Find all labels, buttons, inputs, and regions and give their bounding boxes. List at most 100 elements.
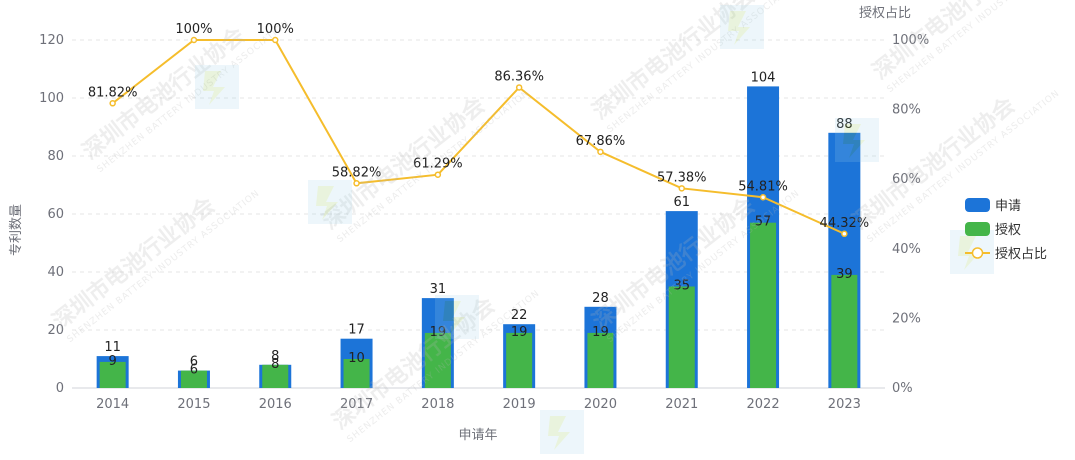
grant-value-label: 10 <box>348 351 365 366</box>
watermark-logo-bolt <box>316 186 338 220</box>
axes: 0 20 40 60 80 100 120 0% 20% 40% 60% 80% 100% 2014 201… <box>39 33 929 412</box>
grant-value-label: 19 <box>511 325 528 340</box>
bar-grant <box>750 222 777 388</box>
ratio-value-label: 57.38% <box>657 170 707 185</box>
watermark-logo-box <box>435 295 479 339</box>
ratio-point <box>759 194 767 201</box>
watermark-subtext: SHENZHEN BATTERY INDUSTRY ASSOCIATION <box>66 188 262 345</box>
x-tick-label: 2018 <box>421 397 454 412</box>
ratio-value-label: 67.86% <box>576 134 626 149</box>
bar-grant <box>262 364 289 388</box>
y2-tick-label: 80% <box>892 103 921 118</box>
data-labels: 11 6 8 17 31 22 28 61 104 88 9 6 8 10 19 19 19 35 57 39 81.8… <box>88 22 869 378</box>
watermark-logo-box <box>720 5 764 49</box>
ratio-line <box>109 36 848 238</box>
watermark-logo-box <box>835 118 879 162</box>
bar-grant <box>587 332 614 388</box>
ratio-value-label: 61.29% <box>413 157 463 172</box>
y2-tick-label: 40% <box>892 242 921 257</box>
application-value-label: 88 <box>836 117 853 132</box>
ratio-value-label: 54.81% <box>738 179 788 194</box>
ratio-point <box>515 84 523 91</box>
y-tick-label: 60 <box>47 207 64 222</box>
application-value-label: 28 <box>592 291 609 306</box>
x-tick-label: 2016 <box>259 397 292 412</box>
ratio-value-label: 86.36% <box>494 69 544 84</box>
grant-value-label: 57 <box>755 215 772 230</box>
legend-label-grant: 授权 <box>995 222 1021 238</box>
y2-tick-label: 0% <box>892 381 913 396</box>
application-value-label: 104 <box>751 70 776 85</box>
grant-value-label: 39 <box>836 267 853 282</box>
grant-value-label: 9 <box>109 354 117 369</box>
ratio-point <box>109 100 116 107</box>
ratio-point <box>841 230 848 238</box>
ratio-point <box>353 180 360 187</box>
legend-swatch-grant <box>965 222 990 236</box>
watermark-logo-box <box>540 410 584 454</box>
bar-grant <box>831 274 858 388</box>
x-tick-label: 2017 <box>340 397 373 412</box>
bar-grant <box>668 286 695 388</box>
ratio-value-label: 44.32% <box>820 216 870 231</box>
watermark-text: 深圳市电池行业协会 <box>848 92 1020 234</box>
watermark-logo-box <box>195 65 239 109</box>
application-value-label: 17 <box>348 323 365 338</box>
watermark-logo-bolt <box>203 71 225 105</box>
x-tick-label: 2021 <box>665 397 698 412</box>
bar-grant <box>180 370 207 388</box>
watermark-logo-box <box>308 180 352 224</box>
watermark-logo-icon <box>540 410 584 454</box>
x-axis-title: 申请年 <box>458 428 497 443</box>
ratio-value-label: 81.82% <box>88 85 138 100</box>
watermark-logo-icon <box>835 118 879 162</box>
watermark-logo-bolt <box>548 416 570 450</box>
application-value-label: 22 <box>511 308 528 323</box>
ratio-value-label: 100% <box>175 22 212 37</box>
watermark-logo-icon <box>720 5 764 49</box>
bars <box>96 86 861 389</box>
watermark-logo-icon <box>195 65 239 109</box>
y2-tick-label: 100% <box>892 33 929 48</box>
grant-value-label: 19 <box>430 325 447 340</box>
x-tick-label: 2020 <box>584 397 617 412</box>
legend-swatch-application <box>965 198 990 212</box>
bar-grant <box>99 361 126 388</box>
application-value-label: 6 <box>190 355 198 370</box>
ratio-point <box>190 36 198 44</box>
y-tick-label: 100 <box>39 91 64 106</box>
y-tick-label: 40 <box>47 265 64 280</box>
x-tick-label: 2022 <box>747 397 780 412</box>
ratio-value-label: 58.82% <box>332 165 382 180</box>
ratio-polyline <box>112 39 845 235</box>
watermark-logo-bolt <box>443 301 465 335</box>
application-value-label: 31 <box>430 282 447 297</box>
x-tick-label: 2019 <box>503 397 536 412</box>
y2-tick-label: 60% <box>892 172 921 187</box>
grant-value-label: 8 <box>271 357 279 372</box>
ratio-point <box>597 148 604 156</box>
watermark-logo-icon <box>435 295 479 339</box>
watermark-logo-bolt <box>843 124 865 158</box>
x-tick-label: 2014 <box>96 397 129 412</box>
y2-tick-label: 20% <box>892 311 921 326</box>
watermark-logo-bolt <box>728 11 750 45</box>
legend-marker-ratio <box>971 247 984 259</box>
ratio-point <box>434 171 442 178</box>
x-tick-label: 2023 <box>828 397 861 412</box>
ratio-point <box>272 36 279 44</box>
legend-label-ratio: 授权占比 <box>995 246 1047 262</box>
grant-value-label: 19 <box>592 325 609 340</box>
x-tick-label: 2015 <box>177 397 210 412</box>
y-tick-label: 120 <box>39 33 64 48</box>
grant-value-label: 6 <box>190 363 198 378</box>
application-value-label: 8 <box>271 349 279 364</box>
y-tick-label: 80 <box>47 149 64 164</box>
grant-value-label: 35 <box>673 279 690 294</box>
application-value-label: 61 <box>673 195 690 210</box>
bar-grant <box>506 332 533 388</box>
application-value-label: 11 <box>104 340 121 355</box>
bar-grant <box>424 332 451 388</box>
